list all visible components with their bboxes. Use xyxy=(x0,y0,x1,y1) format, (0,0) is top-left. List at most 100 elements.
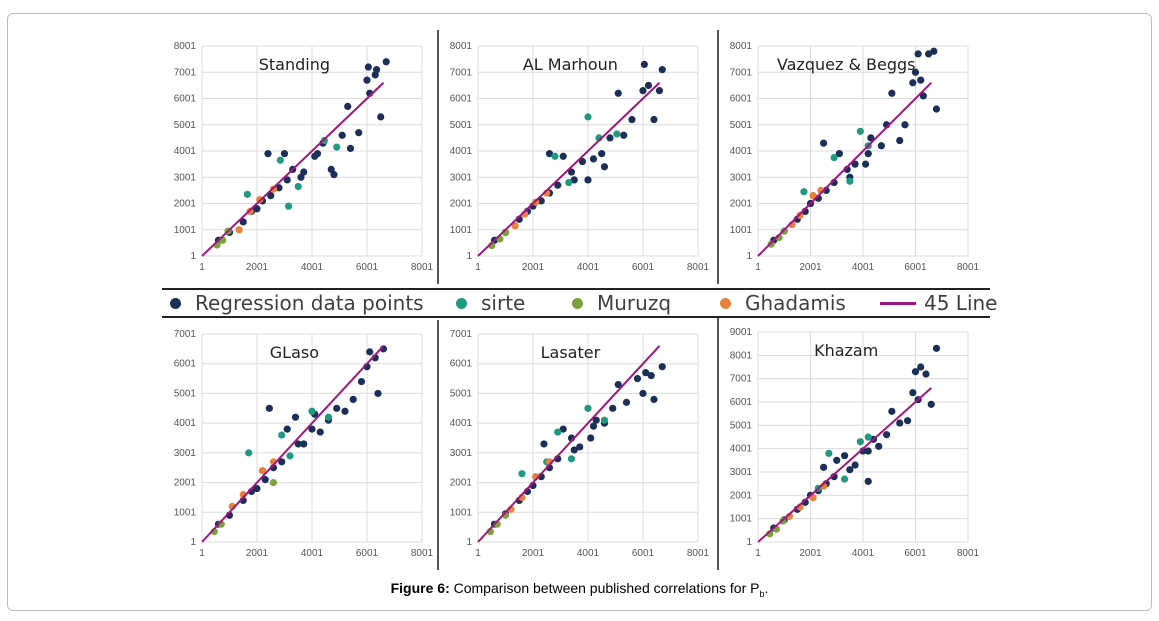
data-point xyxy=(567,168,576,176)
y-tick-label: 1001 xyxy=(450,507,473,518)
data-point xyxy=(888,407,896,415)
y-tick-label: 8001 xyxy=(174,41,197,52)
y-tick-label: 1001 xyxy=(450,225,473,236)
data-point xyxy=(613,130,621,138)
series-ghadamis xyxy=(228,458,278,510)
data-point xyxy=(650,395,658,404)
data-point xyxy=(919,92,927,100)
figure-frame xyxy=(7,13,1152,611)
data-point xyxy=(620,131,628,139)
data-point xyxy=(606,134,614,142)
data-point xyxy=(864,150,872,158)
y-tick-label: 5001 xyxy=(174,120,197,131)
data-point xyxy=(917,76,925,84)
y-tick-label: 1001 xyxy=(174,225,197,236)
chart-title: Khazam xyxy=(814,341,878,360)
data-point xyxy=(864,477,872,485)
y-tick-label: 5001 xyxy=(730,420,753,431)
data-point xyxy=(846,177,854,185)
data-point xyxy=(258,467,267,475)
legend-marker xyxy=(572,297,583,309)
data-point xyxy=(642,369,650,377)
data-point xyxy=(565,178,573,187)
chart-al-marhoun: 1 1001 2001 3001 4001 5001 6001 7001 8001 1 2001 40… xyxy=(438,30,716,284)
line-45 xyxy=(201,345,385,543)
caption-text: Comparison between published correlation… xyxy=(453,580,760,596)
data-point xyxy=(644,81,653,90)
y-tick-label: 6001 xyxy=(450,94,473,105)
legend-label: sirte xyxy=(481,291,526,315)
data-point xyxy=(349,395,357,404)
x-tick-label: 4001 xyxy=(577,262,600,273)
caption-end: . xyxy=(764,580,769,596)
x-tick-label: 6001 xyxy=(632,262,655,273)
y-tick-label: 4001 xyxy=(450,146,473,157)
data-point xyxy=(551,152,559,160)
series-regression-data-points xyxy=(770,344,941,532)
data-point xyxy=(239,218,247,226)
legend-item-regression: Regression data points xyxy=(170,290,424,316)
y-tick-label: 9001 xyxy=(730,327,753,338)
data-point xyxy=(930,47,938,55)
y-tick-label: 1 xyxy=(190,537,196,548)
series-sirte xyxy=(551,113,621,187)
panel-divider xyxy=(717,30,719,284)
series-regression-data-points xyxy=(490,60,666,244)
chart-standing: 1 1001 2001 3001 4001 5001 6001 7001 8001 1 2001 40… xyxy=(162,30,436,284)
x-tick-label: 2001 xyxy=(799,262,822,273)
scatter-plot: 1 1001 2001 3001 4001 5001 6001 7001 1 2001 4001 60… xyxy=(174,329,434,559)
data-point xyxy=(589,422,598,430)
data-point xyxy=(559,152,567,160)
y-tick-label: 2001 xyxy=(730,199,753,210)
data-point xyxy=(243,190,251,198)
data-point xyxy=(308,425,316,433)
scatter-plot: 1 1001 2001 3001 4001 5001 6001 7001 8001 9001 1 20… xyxy=(730,327,980,559)
series-sirte xyxy=(245,407,333,475)
data-point xyxy=(346,144,355,153)
data-point xyxy=(372,66,381,74)
data-point xyxy=(291,413,300,421)
data-point xyxy=(554,428,562,436)
y-tick-label: 1001 xyxy=(730,514,753,525)
data-point xyxy=(294,182,302,191)
data-point xyxy=(830,153,838,162)
x-tick-label: 4001 xyxy=(577,548,600,559)
legend-label: Ghadamis xyxy=(745,291,846,315)
legend-marker xyxy=(456,297,467,309)
data-point xyxy=(570,176,578,184)
x-tick-label: 8001 xyxy=(687,262,710,273)
series-muruzq xyxy=(766,517,787,538)
data-point xyxy=(598,150,606,158)
data-point xyxy=(800,188,808,196)
caption-label: Figure 6: xyxy=(390,580,450,596)
data-point xyxy=(658,66,666,74)
y-tick-label: 1 xyxy=(746,537,752,548)
data-point xyxy=(932,105,941,113)
line-45 xyxy=(757,387,932,543)
data-point xyxy=(235,226,243,234)
series-regression-data-points xyxy=(490,363,666,528)
y-tick-label: 5001 xyxy=(450,120,473,131)
data-point xyxy=(382,58,390,66)
data-point xyxy=(286,452,294,460)
data-point xyxy=(330,171,338,179)
data-point xyxy=(917,363,925,371)
data-point xyxy=(600,163,609,171)
data-point xyxy=(851,461,859,469)
y-tick-label: 3001 xyxy=(730,467,753,478)
data-point xyxy=(363,76,371,84)
data-point xyxy=(537,197,545,205)
legend-label: Muruzq xyxy=(597,291,672,315)
data-point xyxy=(856,127,864,135)
y-tick-label: 7001 xyxy=(450,67,473,78)
data-point xyxy=(914,50,922,58)
data-point xyxy=(888,89,896,97)
x-tick-label: 4001 xyxy=(852,262,875,273)
y-tick-label: 4001 xyxy=(174,146,197,157)
data-point xyxy=(245,449,253,457)
data-point xyxy=(877,142,885,150)
y-tick-label: 8001 xyxy=(730,41,753,52)
y-tick-label: 2001 xyxy=(174,199,197,210)
data-point xyxy=(311,152,319,160)
data-point xyxy=(650,115,658,124)
